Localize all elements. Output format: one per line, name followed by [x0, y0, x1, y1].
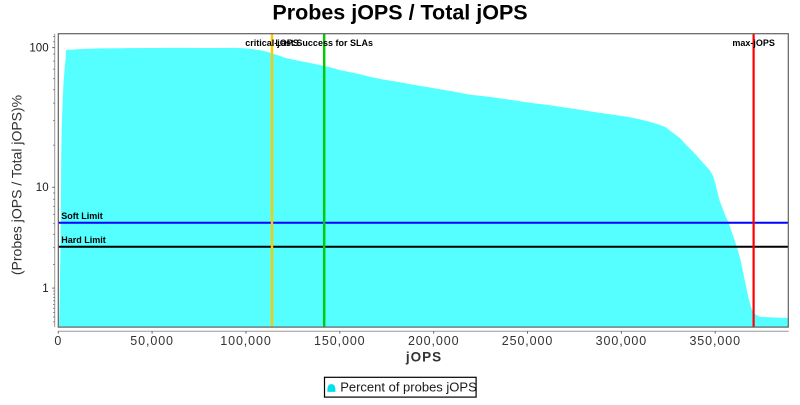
- svg-text:100: 100: [29, 42, 48, 54]
- svg-text:jOPS: jOPS: [405, 350, 442, 365]
- svg-text:350,000: 350,000: [689, 334, 740, 348]
- svg-text:Soft Limit: Soft Limit: [61, 211, 103, 221]
- svg-text:0: 0: [54, 334, 62, 348]
- svg-text:Probes jOPS / Total jOPS: Probes jOPS / Total jOPS: [272, 1, 527, 25]
- svg-text:150,000: 150,000: [314, 334, 365, 348]
- svg-text:1: 1: [42, 283, 48, 295]
- svg-text:10: 10: [36, 182, 49, 194]
- svg-text:(Probes jOPS / Total jOPS)%: (Probes jOPS / Total jOPS)%: [9, 95, 25, 275]
- svg-text:max-jOPS: max-jOPS: [732, 38, 775, 48]
- svg-text:50,000: 50,000: [130, 334, 174, 348]
- svg-text:Percent of probes jOPS: Percent of probes jOPS: [340, 380, 477, 395]
- svg-text:Hard Limit: Hard Limit: [61, 235, 106, 245]
- svg-text:250,000: 250,000: [502, 334, 553, 348]
- svg-text:300,000: 300,000: [596, 334, 647, 348]
- svg-text:Last Success for SLAs: Last Success for SLAs: [275, 38, 373, 48]
- svg-text:100,000: 100,000: [220, 334, 271, 348]
- svg-text:critical-jOPS: critical-jOPS: [245, 38, 299, 48]
- svg-text:200,000: 200,000: [408, 334, 459, 348]
